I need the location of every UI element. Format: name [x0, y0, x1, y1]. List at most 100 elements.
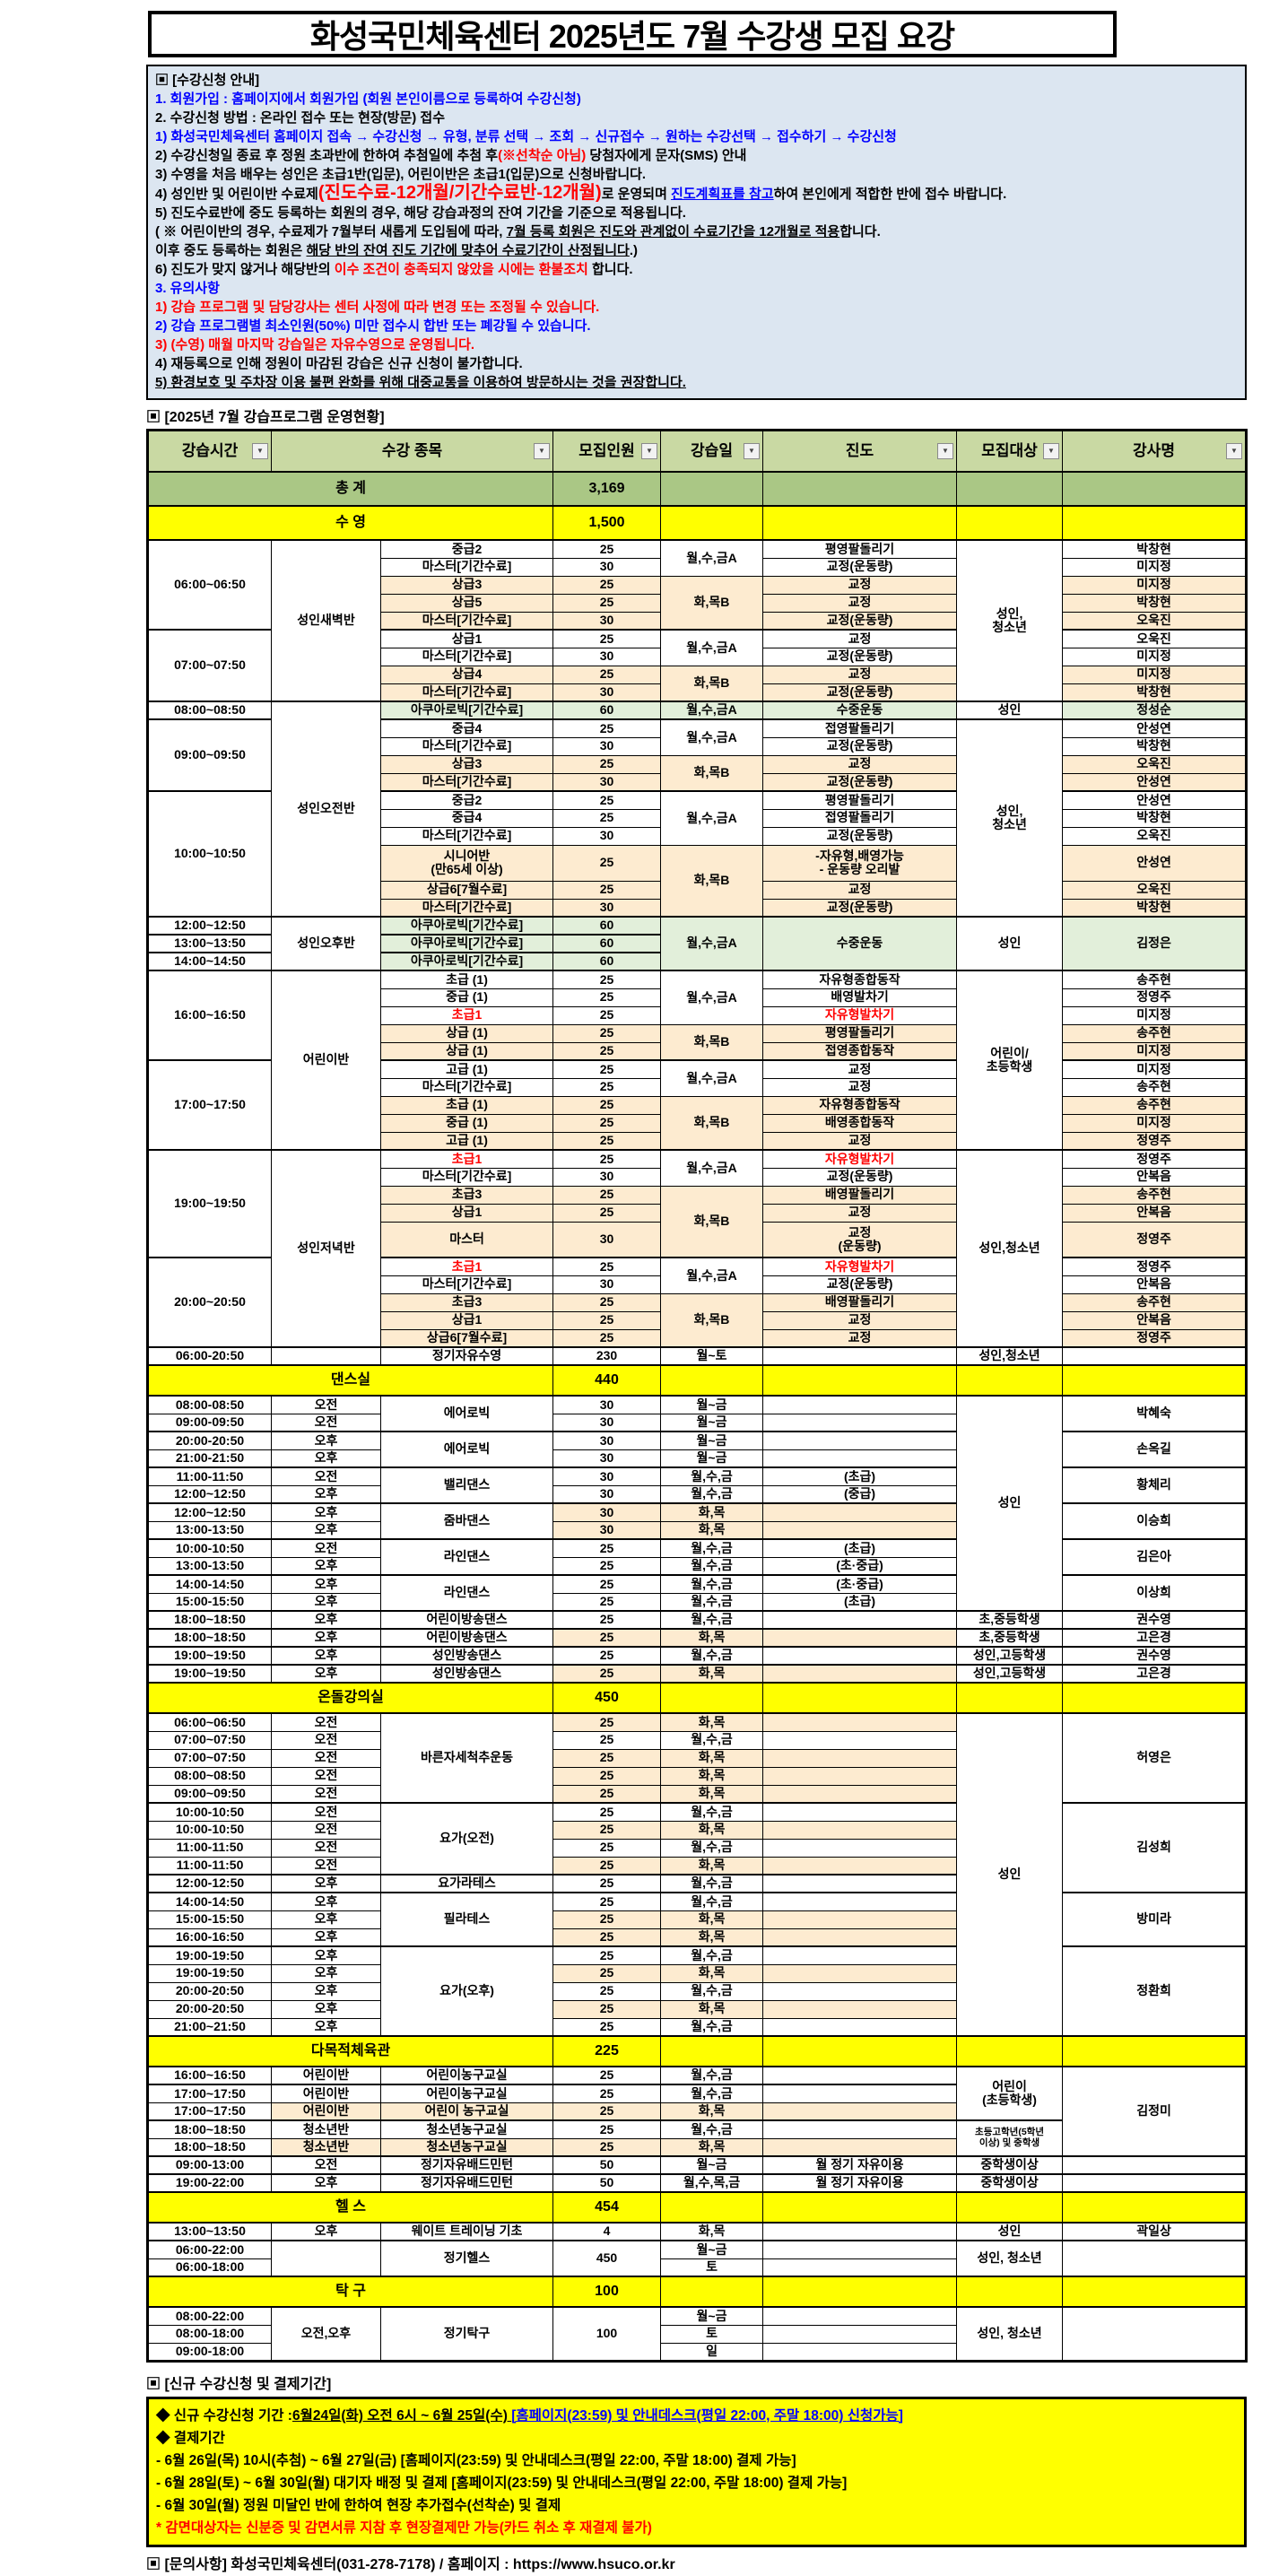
data-row: 중급 (1) 25 배영종합동작 미지정: [148, 1113, 1248, 1133]
cell-group: 오전,오후: [271, 2306, 381, 2362]
cell-group: 오후: [271, 1628, 381, 1648]
cell-target: 성인: [956, 701, 1064, 720]
cell-course: 줌바댄스: [379, 1502, 554, 1540]
notice-segment: ( ※ 어린이반의 경우, 수료제가 7월부터 새롭게 도입됨에 따라,: [155, 224, 507, 239]
cell-instructor: 박혜숙: [1062, 1395, 1248, 1432]
payment-segment: - 6월 30일(월) 정원 미달인 반에 한하여 현장 추가접수(선착순) 및…: [156, 2497, 561, 2513]
cell-target: 성인, 청소년: [956, 718, 1064, 918]
cell-target: 어린이 (초등학생): [956, 2066, 1064, 2121]
data-row: 08:00~08:50 성인오전반 아쿠아로빅[기간수료] 60 월,수,금A 수중운동 성…: [147, 701, 1248, 918]
data-row: 10:00~10:50 중급2 25 월,수,금A 평영팔돌리기 안성연: [147, 790, 1248, 918]
cell-course: 상급3: [379, 575, 554, 595]
cell-target: 어린이/ 초등학생: [956, 970, 1064, 1151]
cell-course: 정기자유배드민턴: [379, 2155, 554, 2175]
cell-days: 월~금: [660, 2240, 764, 2259]
cell-progress: 교정: [762, 665, 958, 684]
cell-progress: [762, 1712, 958, 1732]
cell-days: 월,수,금: [660, 2084, 764, 2103]
data-row: 08:00-08:50 오전 에어로빅 30 월~금 성인 박혜숙: [147, 1395, 1248, 1612]
cell-progress: [762, 1838, 958, 1858]
cell-capacity: 30: [552, 1395, 662, 1414]
cell-capacity: 30: [552, 611, 662, 631]
cell-days: 월~토: [660, 1346, 764, 1366]
cell-progress: [762, 1802, 958, 1822]
cell-capacity: 30: [552, 1466, 662, 1486]
cell-progress: 교정: [762, 593, 958, 613]
cell-progress: 교정(운동량): [762, 736, 958, 756]
cell-instructor: 오욱진: [1062, 880, 1248, 900]
cell-group: 오후: [271, 1999, 381, 2019]
column-header-days: 강습일 ▼: [660, 430, 764, 473]
cell-course: 어린이농구교실: [379, 2084, 554, 2103]
filter-dropdown-icon[interactable]: ▼: [1043, 443, 1060, 459]
notice-segment: (진도수료-12개월/기간수료반-12개월): [318, 183, 602, 203]
cell-group: 오전: [271, 1802, 381, 1822]
cell-instructor: 안복음: [1062, 1167, 1248, 1187]
notice-line: 4) 성인반 및 어린이반 수료제(진도수료-12개월/기간수료반-12개월)로…: [155, 184, 1236, 204]
notice-segment: 4) 재등록으로 인해 정원이 마감된 강습은 신규 신청이 불가합니다.: [155, 356, 523, 371]
notice-line: 3) 수영을 처음 배우는 성인은 초급1반(입문), 어린이반은 초급1(입문…: [155, 165, 1236, 184]
section-row-capacity: 450: [552, 1682, 662, 1714]
cell-course: 상급6[7월수료]: [379, 880, 554, 900]
cell-group: 오후: [271, 1449, 381, 1468]
cell-course: 정기자유수영: [379, 1346, 554, 1366]
cell-group: 오후: [271, 1431, 381, 1450]
notice-segment: 3) 수영을 처음 배우는 성인은 초급1반(입문), 어린이반은 초급1(입문…: [155, 167, 647, 182]
cell-instructor: 정영주: [1062, 1131, 1248, 1151]
cell-days: 월~금: [660, 1395, 764, 1414]
cell-instructor: 정영주: [1062, 1149, 1248, 1169]
cell-course: 초급 (1): [379, 1095, 554, 1115]
filter-dropdown-icon[interactable]: ▼: [937, 443, 954, 459]
cell-course: 마스터[기간수료]: [379, 1077, 554, 1097]
filter-dropdown-icon[interactable]: ▼: [1226, 443, 1243, 459]
section-row-empty-cell: [1062, 1682, 1248, 1714]
cell-instructor: 김은아: [1062, 1538, 1248, 1576]
data-row: 06:00-22:00 정기헬스 450 월~금 성인, 청소년: [147, 2240, 1248, 2277]
cell-capacity: 25: [552, 1041, 662, 1061]
data-row: 초급 (1) 25 화,목B 자유형종합동작 송주현: [148, 1095, 1248, 1151]
cell-course: 요가(오후): [379, 1945, 554, 2037]
cell-target: 성인,고등학생: [956, 1664, 1064, 1684]
cell-time: 14:00-14:50: [147, 1892, 272, 1911]
cell-group: 성인오전반: [271, 701, 381, 918]
cell-instructor: 미지정: [1062, 1041, 1248, 1061]
cell-group: 성인저녁반: [271, 1149, 381, 1348]
filter-dropdown-icon[interactable]: ▼: [534, 443, 551, 459]
cell-progress: [762, 2240, 958, 2259]
notice-segment: 2) 강습 프로그램별 최소인원(50%) 미만 접수시 합반 또는 폐강될 수…: [155, 318, 591, 334]
section-row-empty-cell: [762, 2035, 958, 2067]
cell-progress: (초급): [762, 1466, 958, 1486]
cell-days: 월,수,금: [660, 1802, 764, 1822]
data-row: 16:00~16:50 어린이반 어린이농구교실 25 월,수,금 어린이 (초등학생) 김…: [147, 2066, 1248, 2157]
cell-days: 화,목: [660, 2102, 764, 2121]
cell-progress: [762, 1346, 958, 1366]
data-row: 19:00-19:50 오후 25 화,목: [147, 1963, 1247, 1983]
cell-group: 오전: [271, 2155, 381, 2175]
cell-time: 08:00~08:50: [147, 1766, 272, 1786]
cell-course: 상급3: [379, 754, 554, 774]
notice-line: 이후 중도 등록하는 회원은 해당 반의 잔여 진도 기간에 맞추어 수료기간이…: [155, 241, 1236, 260]
cell-capacity: 60: [552, 701, 662, 720]
cell-capacity: 30: [552, 1449, 662, 1468]
column-header-target: 모집대상 ▼: [956, 430, 1064, 473]
cell-capacity: 25: [552, 2102, 662, 2121]
cell-progress: [762, 1502, 958, 1522]
notice-segment: 이수 조건이 충족되지 않았을 시에는 환불조치: [334, 262, 588, 277]
section-row-capacity: 225: [552, 2035, 662, 2067]
filter-dropdown-icon[interactable]: ▼: [744, 443, 761, 459]
section-row: 헬 스 454: [146, 2191, 1248, 2224]
filter-dropdown-icon[interactable]: ▼: [252, 443, 268, 459]
cell-capacity: 25: [552, 575, 662, 595]
cell-capacity: 30: [552, 826, 662, 846]
cell-time: 11:00-11:50: [147, 1466, 272, 1486]
notice-line: 2) 수강신청일 종료 후 정원 초과반에 한하여 추첨일에 추첨 후(※선착순…: [155, 146, 1236, 165]
filter-dropdown-icon[interactable]: ▼: [641, 443, 658, 459]
section-row-empty-cell: [660, 2276, 764, 2308]
cell-time: 19:00-22:00: [147, 2173, 272, 2193]
notice-segment: 2) 수강신청일 종료 후 정원 초과반에 한하여 추첨일에 추첨 후: [155, 148, 499, 163]
section-row-empty-cell: [762, 1364, 958, 1397]
notice-line: 2) 강습 프로그램별 최소인원(50%) 미만 접수시 합반 또는 폐강될 수…: [155, 317, 1236, 335]
cell-instructor: 정영주: [1062, 988, 1248, 1007]
notice-line: 3. 유의사항: [155, 279, 1236, 298]
cell-days: 월,수,금A: [660, 539, 764, 577]
